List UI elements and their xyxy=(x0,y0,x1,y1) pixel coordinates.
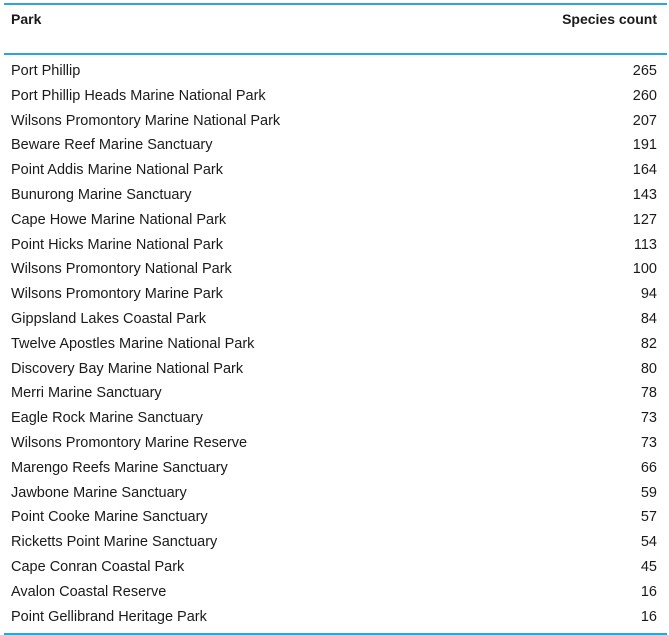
species-count-cell: 59 xyxy=(640,484,657,501)
species-count-cell: 16 xyxy=(640,608,657,625)
species-count-cell: 164 xyxy=(632,162,657,179)
park-name-cell: Discovery Bay Marine National Park xyxy=(11,360,244,377)
top-rule xyxy=(4,3,667,5)
species-count-cell: 82 xyxy=(640,335,657,352)
species-count-cell: 73 xyxy=(640,410,657,427)
table-row: Jawbone Marine Sanctuary 59 xyxy=(4,482,667,507)
species-count-cell: 73 xyxy=(640,434,657,451)
table-row: Cape Conran Coastal Park 45 xyxy=(4,556,667,581)
park-name-cell: Jawbone Marine Sanctuary xyxy=(11,484,187,501)
table-row: Cape Howe Marine National Park 127 xyxy=(4,209,667,234)
table-row: Point Hicks Marine National Park 113 xyxy=(4,234,667,259)
species-count-cell: 260 xyxy=(632,87,657,104)
species-count-cell: 100 xyxy=(632,261,657,278)
table-header: Park Species count xyxy=(4,5,667,53)
table-row: Port Phillip Heads Marine National Park 2… xyxy=(4,85,667,110)
table-row: Bunurong Marine Sanctuary 143 xyxy=(4,184,667,209)
park-name-cell: Twelve Apostles Marine National Park xyxy=(11,335,255,352)
park-name-cell: Merri Marine Sanctuary xyxy=(11,385,162,402)
park-name-cell: Beware Reef Marine Sanctuary xyxy=(11,137,213,154)
park-name-cell: Wilsons Promontory Marine National Park xyxy=(11,112,281,129)
species-count-cell: 57 xyxy=(640,509,657,526)
park-name-cell: Marengo Reefs Marine Sanctuary xyxy=(11,459,228,476)
species-count-cell: 78 xyxy=(640,385,657,402)
park-name-cell: Eagle Rock Marine Sanctuary xyxy=(11,410,203,427)
species-count-cell: 66 xyxy=(640,459,657,476)
table-row: Avalon Coastal Reserve 16 xyxy=(4,581,667,606)
table-body: Port Phillip 265 Port Phillip Heads Marine… xyxy=(4,55,667,633)
species-count-cell: 265 xyxy=(632,63,657,79)
park-name-cell: Cape Howe Marine National Park xyxy=(11,211,227,228)
table-row: Point Cooke Marine Sanctuary 57 xyxy=(4,506,667,531)
species-count-table: Park Species count Port Phillip 265 Port P… xyxy=(4,3,667,635)
header-species-count: Species count xyxy=(562,11,657,27)
species-count-cell: 84 xyxy=(640,310,657,327)
park-name-cell: Point Cooke Marine Sanctuary xyxy=(11,509,208,526)
park-name-cell: Point Gellibrand Heritage Park xyxy=(11,608,207,625)
species-count-cell: 16 xyxy=(640,583,657,600)
park-name-cell: Wilsons Promontory National Park xyxy=(11,261,232,278)
park-name-cell: Port Phillip xyxy=(11,63,81,79)
table-row: Port Phillip 265 xyxy=(4,60,667,85)
table-row: Wilsons Promontory National Park 100 xyxy=(4,258,667,283)
park-name-cell: Wilsons Promontory Marine Park xyxy=(11,286,223,303)
table-row: Wilsons Promontory Marine National Park 2… xyxy=(4,110,667,135)
table-row: Merri Marine Sanctuary 78 xyxy=(4,382,667,407)
table-row: Beware Reef Marine Sanctuary 191 xyxy=(4,134,667,159)
table-row: Point Addis Marine National Park 164 xyxy=(4,159,667,184)
park-name-cell: Wilsons Promontory Marine Reserve xyxy=(11,434,248,451)
table-row: Marengo Reefs Marine Sanctuary 66 xyxy=(4,457,667,482)
park-name-cell: Port Phillip Heads Marine National Park xyxy=(11,87,266,104)
species-count-cell: 54 xyxy=(640,534,657,551)
species-count-cell: 191 xyxy=(632,137,657,154)
park-name-cell: Gippsland Lakes Coastal Park xyxy=(11,310,207,327)
park-name-cell: Point Addis Marine National Park xyxy=(11,162,223,179)
table-row: Discovery Bay Marine National Park 80 xyxy=(4,358,667,383)
species-count-cell: 143 xyxy=(632,186,657,203)
header-park: Park xyxy=(11,11,42,27)
table-row: Gippsland Lakes Coastal Park 84 xyxy=(4,308,667,333)
species-count-cell: 80 xyxy=(640,360,657,377)
table-row: Wilsons Promontory Marine Reserve 73 xyxy=(4,432,667,457)
species-count-cell: 45 xyxy=(640,558,657,575)
table-row: Eagle Rock Marine Sanctuary 73 xyxy=(4,407,667,432)
park-name-cell: Cape Conran Coastal Park xyxy=(11,558,185,575)
table-row: Wilsons Promontory Marine Park 94 xyxy=(4,283,667,308)
table-row: Twelve Apostles Marine National Park 82 xyxy=(4,333,667,358)
species-count-cell: 207 xyxy=(632,112,657,129)
table-row: Ricketts Point Marine Sanctuary 54 xyxy=(4,531,667,556)
species-count-cell: 127 xyxy=(632,211,657,228)
park-name-cell: Bunurong Marine Sanctuary xyxy=(11,186,192,203)
park-name-cell: Ricketts Point Marine Sanctuary xyxy=(11,534,218,551)
table-row: Point Gellibrand Heritage Park 16 xyxy=(4,606,667,631)
header-rule xyxy=(4,53,667,55)
park-name-cell: Point Hicks Marine National Park xyxy=(11,236,223,253)
park-name-cell: Avalon Coastal Reserve xyxy=(11,583,167,600)
species-count-cell: 94 xyxy=(640,286,657,303)
species-count-cell: 113 xyxy=(633,236,657,253)
